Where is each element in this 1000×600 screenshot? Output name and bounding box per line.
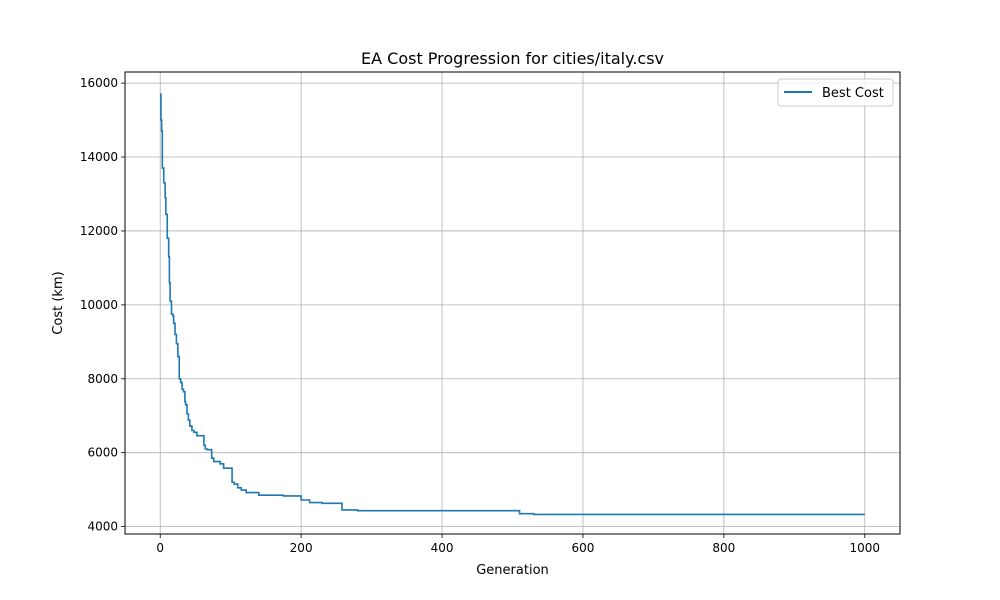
y-tick-label: 10000 [80, 298, 118, 312]
y-tick-label: 14000 [80, 150, 118, 164]
plot-frame [124, 71, 901, 535]
x-tick-label: 0 [156, 541, 164, 555]
series-line-best-cost [160, 93, 865, 516]
legend-label-best-cost: Best Cost [822, 86, 884, 101]
y-axis-label: Cost (km) [51, 271, 66, 334]
y-tick-label: 6000 [87, 446, 118, 460]
x-tick-label: 800 [712, 541, 735, 555]
legend-box [777, 78, 894, 107]
x-tick-label: 600 [572, 541, 595, 555]
x-tick-label: 400 [431, 541, 454, 555]
y-tick-label: 8000 [87, 372, 118, 386]
x-tick-label: 1000 [849, 541, 880, 555]
y-tick-label: 12000 [80, 224, 118, 238]
legend: Best Cost [777, 78, 894, 107]
series-layer [160, 93, 865, 516]
chart-title: EA Cost Progression for cities/italy.csv [361, 49, 664, 68]
y-tick-label: 16000 [80, 76, 118, 90]
x-axis-label: Generation [476, 563, 549, 578]
grid [125, 72, 900, 534]
y-tick-label: 4000 [87, 520, 118, 534]
x-tick-label: 200 [290, 541, 313, 555]
ticks: 0 200 400 600 800 1000 4000 6000 8000 10000 12000 1… [80, 76, 880, 555]
